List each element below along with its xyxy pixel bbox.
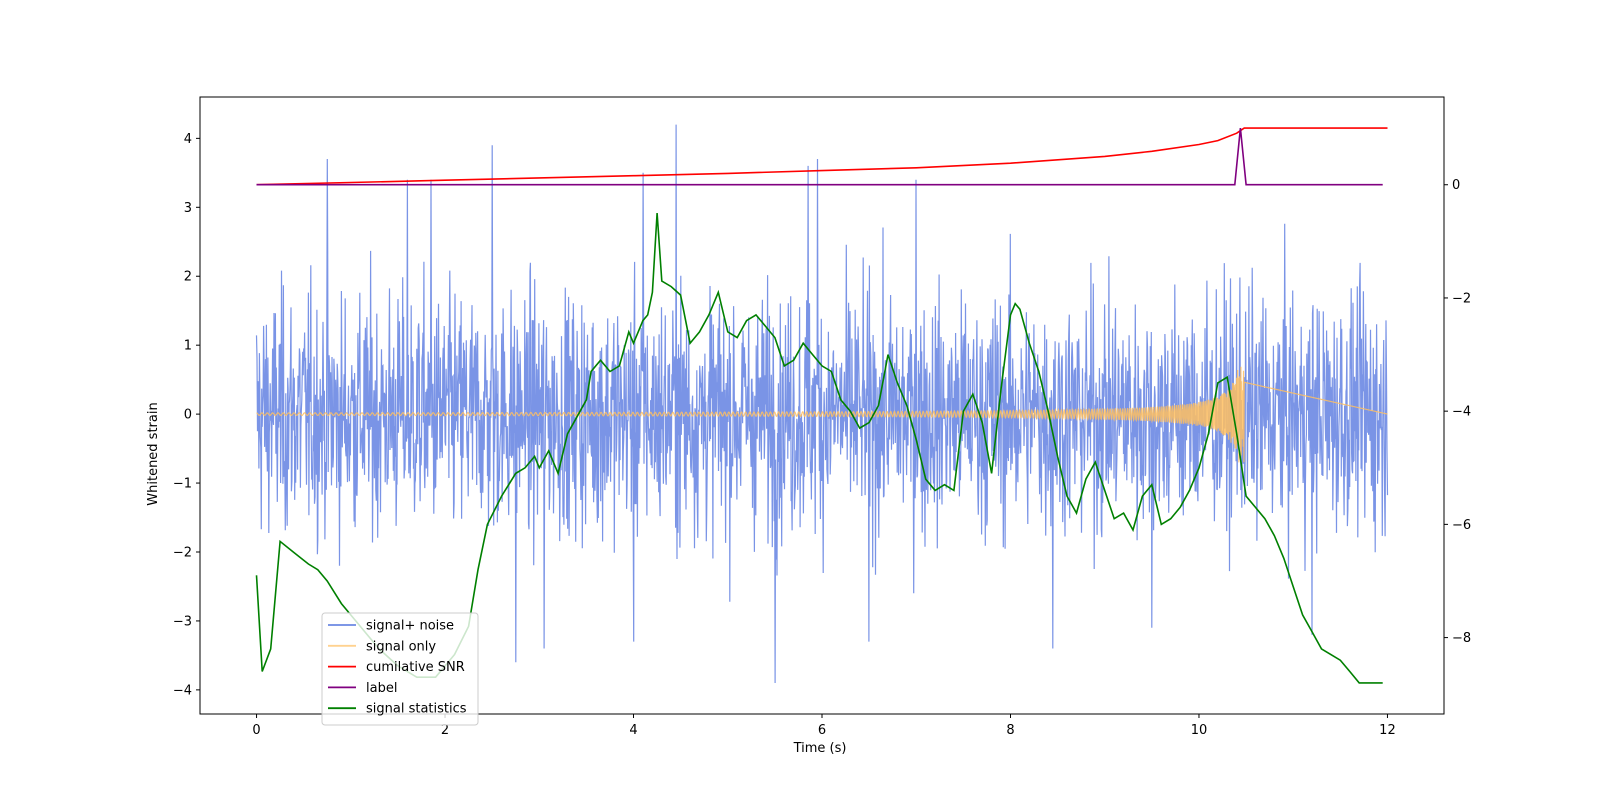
y2-tick-label: −4: [1452, 405, 1471, 420]
x-tick-label: 8: [1006, 723, 1014, 738]
series-line-4: [255, 212, 1383, 684]
x-tick-label: 2: [441, 723, 449, 738]
legend: signal+ noise signal only cumilative SNR la…: [321, 612, 479, 726]
x-tick-label: 4: [629, 723, 637, 738]
series-line-2: [256, 127, 1388, 186]
x-tick-label: 0: [252, 723, 260, 738]
legend-label: signal statistics: [366, 702, 467, 717]
x-axis-label: Time (s): [793, 741, 847, 756]
x-tick-label: 6: [818, 723, 826, 738]
legend-box: [321, 612, 479, 726]
y2-tick-label: −6: [1452, 518, 1471, 533]
y-tick-label: 3: [184, 201, 192, 216]
y-tick-label: −4: [173, 683, 192, 698]
legend-label: signal+ noise: [366, 619, 454, 634]
y2-tick-label: −2: [1452, 291, 1471, 306]
legend-label: cumilative SNR: [366, 660, 465, 675]
y-tick-label: 0: [184, 408, 192, 423]
legend-label: label: [366, 681, 397, 696]
y-tick-label: 1: [184, 339, 192, 354]
y-tick-label: −3: [173, 614, 192, 629]
y-tick-label: 2: [184, 270, 192, 285]
x-tick-label: 10: [1191, 723, 1208, 738]
y2-tick-label: 0: [1452, 178, 1460, 193]
series-line-1: [256, 366, 1388, 463]
y-tick-label: −2: [173, 545, 192, 560]
y2-tick-label: −8: [1452, 631, 1471, 646]
y-tick-label: −1: [173, 477, 192, 492]
x-tick-label: 12: [1379, 723, 1396, 738]
legend-label: signal only: [366, 639, 436, 654]
series-line-3: [256, 128, 1383, 186]
y-tick-label: 4: [184, 132, 192, 147]
y-axis-label: Whitened strain: [146, 402, 161, 505]
series-line-0: [255, 124, 1389, 684]
plot-area: [255, 124, 1389, 684]
